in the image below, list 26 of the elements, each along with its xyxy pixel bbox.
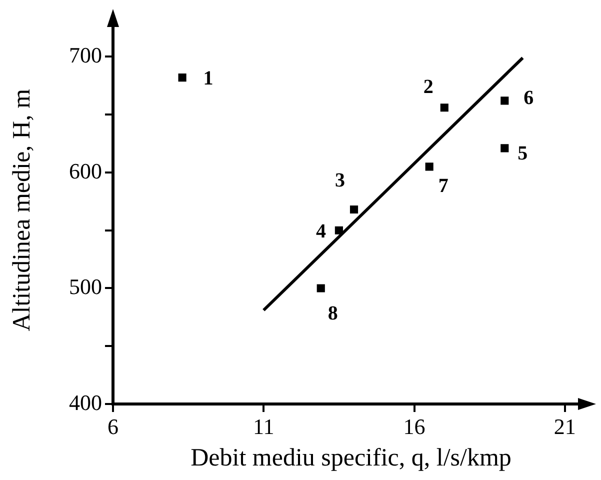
x-tick-label: 16 — [403, 414, 426, 439]
point — [334, 226, 343, 234]
x-tick-label: 21 — [554, 414, 576, 439]
point — [500, 144, 509, 152]
x-tick-label: 6 — [108, 414, 118, 439]
point — [440, 104, 448, 112]
annotation: 2 — [423, 76, 434, 98]
annotation: 5 — [518, 142, 528, 164]
y-tick-label: 700 — [69, 42, 102, 68]
point — [178, 74, 186, 82]
annotation: 4 — [316, 220, 326, 243]
point — [350, 205, 358, 214]
y-axis-title: Altitudinea medie, H, m — [8, 88, 36, 332]
x-axis-title: Debit mediu specific, q, l/s/kmp — [190, 444, 512, 472]
y-tick-label: 600 — [69, 158, 102, 184]
point — [316, 284, 325, 292]
annotation: 1 — [203, 68, 214, 90]
point — [500, 96, 509, 105]
x-tick-label: 11 — [253, 414, 274, 439]
point — [425, 162, 434, 171]
y-tick-label: 500 — [69, 274, 102, 300]
annotation: 6 — [524, 86, 534, 109]
annotation: 3 — [335, 170, 346, 192]
annotation: 8 — [328, 302, 338, 324]
y-tick-label: 400 — [69, 390, 102, 415]
annotation: 7 — [438, 174, 448, 197]
